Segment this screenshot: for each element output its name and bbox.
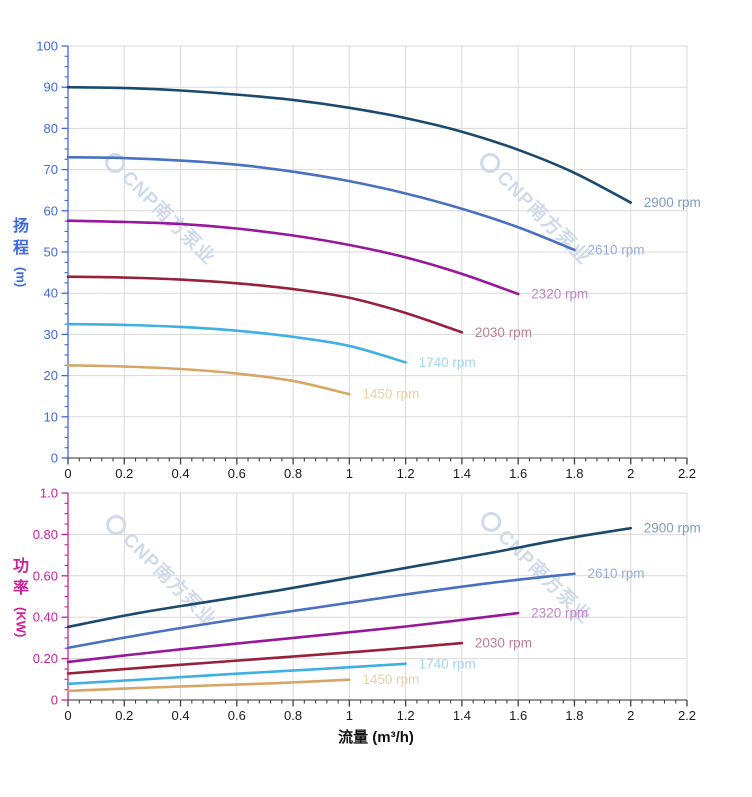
curve-label-1450-rpm: 1450 rpm — [362, 387, 419, 402]
y-tick-label: 80 — [44, 121, 58, 136]
y-tick-label: 0.60 — [33, 568, 58, 583]
x-ticks: 0 0.2 0.4 0.6 0.8 1 1.2 1.4 1.6 1.8 2 2.2 — [64, 700, 696, 723]
x-tick-label: 0 — [64, 708, 71, 723]
y-tick-label: 100 — [36, 39, 58, 54]
x-tick-label: 0.4 — [172, 708, 190, 723]
x-tick-label: 0.8 — [284, 466, 302, 481]
x-tick-label: 0.6 — [228, 466, 246, 481]
x-tick-label: 2 — [627, 708, 634, 723]
curve-label-2030-rpm: 2030 rpm — [475, 325, 532, 340]
y-tick-label: 30 — [44, 327, 58, 342]
x-tick-label: 1.2 — [397, 466, 415, 481]
y-tick-label: 0.40 — [33, 610, 58, 625]
curve-1450-rpm — [66, 678, 351, 693]
curve-label-2610-rpm: 2610 rpm — [587, 566, 644, 581]
curve-label-2320-rpm: 2320 rpm — [531, 287, 588, 302]
y-tick-label: 10 — [44, 409, 58, 424]
x-ticks: 0 0.2 0.4 0.6 0.8 1 1.2 1.4 1.6 1.8 2 2.2 — [64, 458, 696, 481]
head-axis-title-text: 扬程 — [13, 218, 30, 257]
y-tick-label: 20 — [44, 368, 58, 383]
curve-label-1740-rpm: 1740 rpm — [419, 355, 476, 370]
x-tick-label: 1.8 — [565, 708, 583, 723]
x-tick-label: 2.2 — [678, 708, 696, 723]
x-tick-label: 0.6 — [228, 708, 246, 723]
y-tick-label: 60 — [44, 203, 58, 218]
curve-2900-rpm — [66, 85, 633, 204]
y-tick-label: 0.20 — [33, 651, 58, 666]
y-tick-label: 90 — [44, 80, 58, 95]
x-tick-label: 1.6 — [509, 466, 527, 481]
x-tick-label: 1.4 — [453, 466, 471, 481]
head-vs-flow-chart: 0 10 20 30 40 50 60 70 80 90 100 0 0.2 0.4 0.6 0.8 1 1.2 1… — [36, 39, 700, 482]
gridlines — [68, 492, 688, 700]
curve-2030-rpm — [66, 641, 464, 675]
curve-2320-rpm — [66, 611, 520, 664]
curve-2610-rpm — [66, 572, 576, 650]
y-tick-label: 0 — [51, 451, 58, 466]
x-tick-label: 1.6 — [509, 708, 527, 723]
x-tick-label: 2 — [627, 466, 634, 481]
power-axis-unit: (KW) — [13, 607, 29, 638]
gridlines — [68, 45, 688, 458]
x-tick-label: 1.2 — [397, 708, 415, 723]
curve-label-2320-rpm: 2320 rpm — [531, 606, 588, 621]
flow-axis-title: 流量 (m³/h) — [338, 729, 414, 746]
curve-label-2610-rpm: 2610 rpm — [587, 242, 644, 257]
curve-1740-rpm — [66, 662, 407, 686]
curve-label-2030-rpm: 2030 rpm — [475, 636, 532, 651]
curve-2610-rpm — [66, 155, 576, 252]
curve-2320-rpm — [66, 219, 520, 296]
x-tick-label: 0.2 — [115, 708, 133, 723]
y-tick-label: 50 — [44, 245, 58, 260]
x-tick-label: 1.8 — [565, 466, 583, 481]
y-tick-label: 1.0 — [40, 486, 58, 501]
curve-2900-rpm — [66, 526, 633, 629]
curve-2030-rpm — [66, 275, 464, 334]
y-ticks: 0 10 20 30 40 50 60 70 80 90 100 — [36, 39, 68, 466]
x-tick-label: 0.8 — [284, 708, 302, 723]
curve-label-1450-rpm: 1450 rpm — [362, 672, 419, 687]
power-axis-title-text: 功率 — [13, 558, 30, 597]
curve-1740-rpm — [66, 322, 407, 364]
curve-label-2900-rpm: 2900 rpm — [644, 521, 701, 536]
curve-1450-rpm — [66, 364, 351, 396]
x-tick-label: 0 — [64, 466, 71, 481]
x-tick-label: 1 — [346, 708, 353, 723]
y-ticks: 0 0.20 0.40 0.60 0.80 1.0 — [33, 486, 68, 708]
y-tick-label: 40 — [44, 286, 58, 301]
x-tick-label: 0.2 — [115, 466, 133, 481]
y-tick-label: 0 — [51, 693, 58, 708]
power-axis-title: 功率 (KW) — [6, 556, 36, 638]
x-tick-label: 0.4 — [172, 466, 190, 481]
power-vs-flow-chart: 0 0.20 0.40 0.60 0.80 1.0 0 0.2 0.4 0.6 0.8 1 1.2 1.4… — [33, 486, 701, 724]
x-tick-label: 1.4 — [453, 708, 471, 723]
x-tick-label: 1 — [346, 466, 353, 481]
head-axis-title: 扬程 (m) — [6, 216, 36, 287]
y-tick-label: 0.80 — [33, 527, 58, 542]
y-tick-label: 70 — [44, 162, 58, 177]
curve-label-2900-rpm: 2900 rpm — [644, 195, 701, 210]
head-axis-unit: (m) — [13, 267, 29, 288]
x-tick-label: 2.2 — [678, 466, 696, 481]
curve-label-1740-rpm: 1740 rpm — [419, 656, 476, 671]
